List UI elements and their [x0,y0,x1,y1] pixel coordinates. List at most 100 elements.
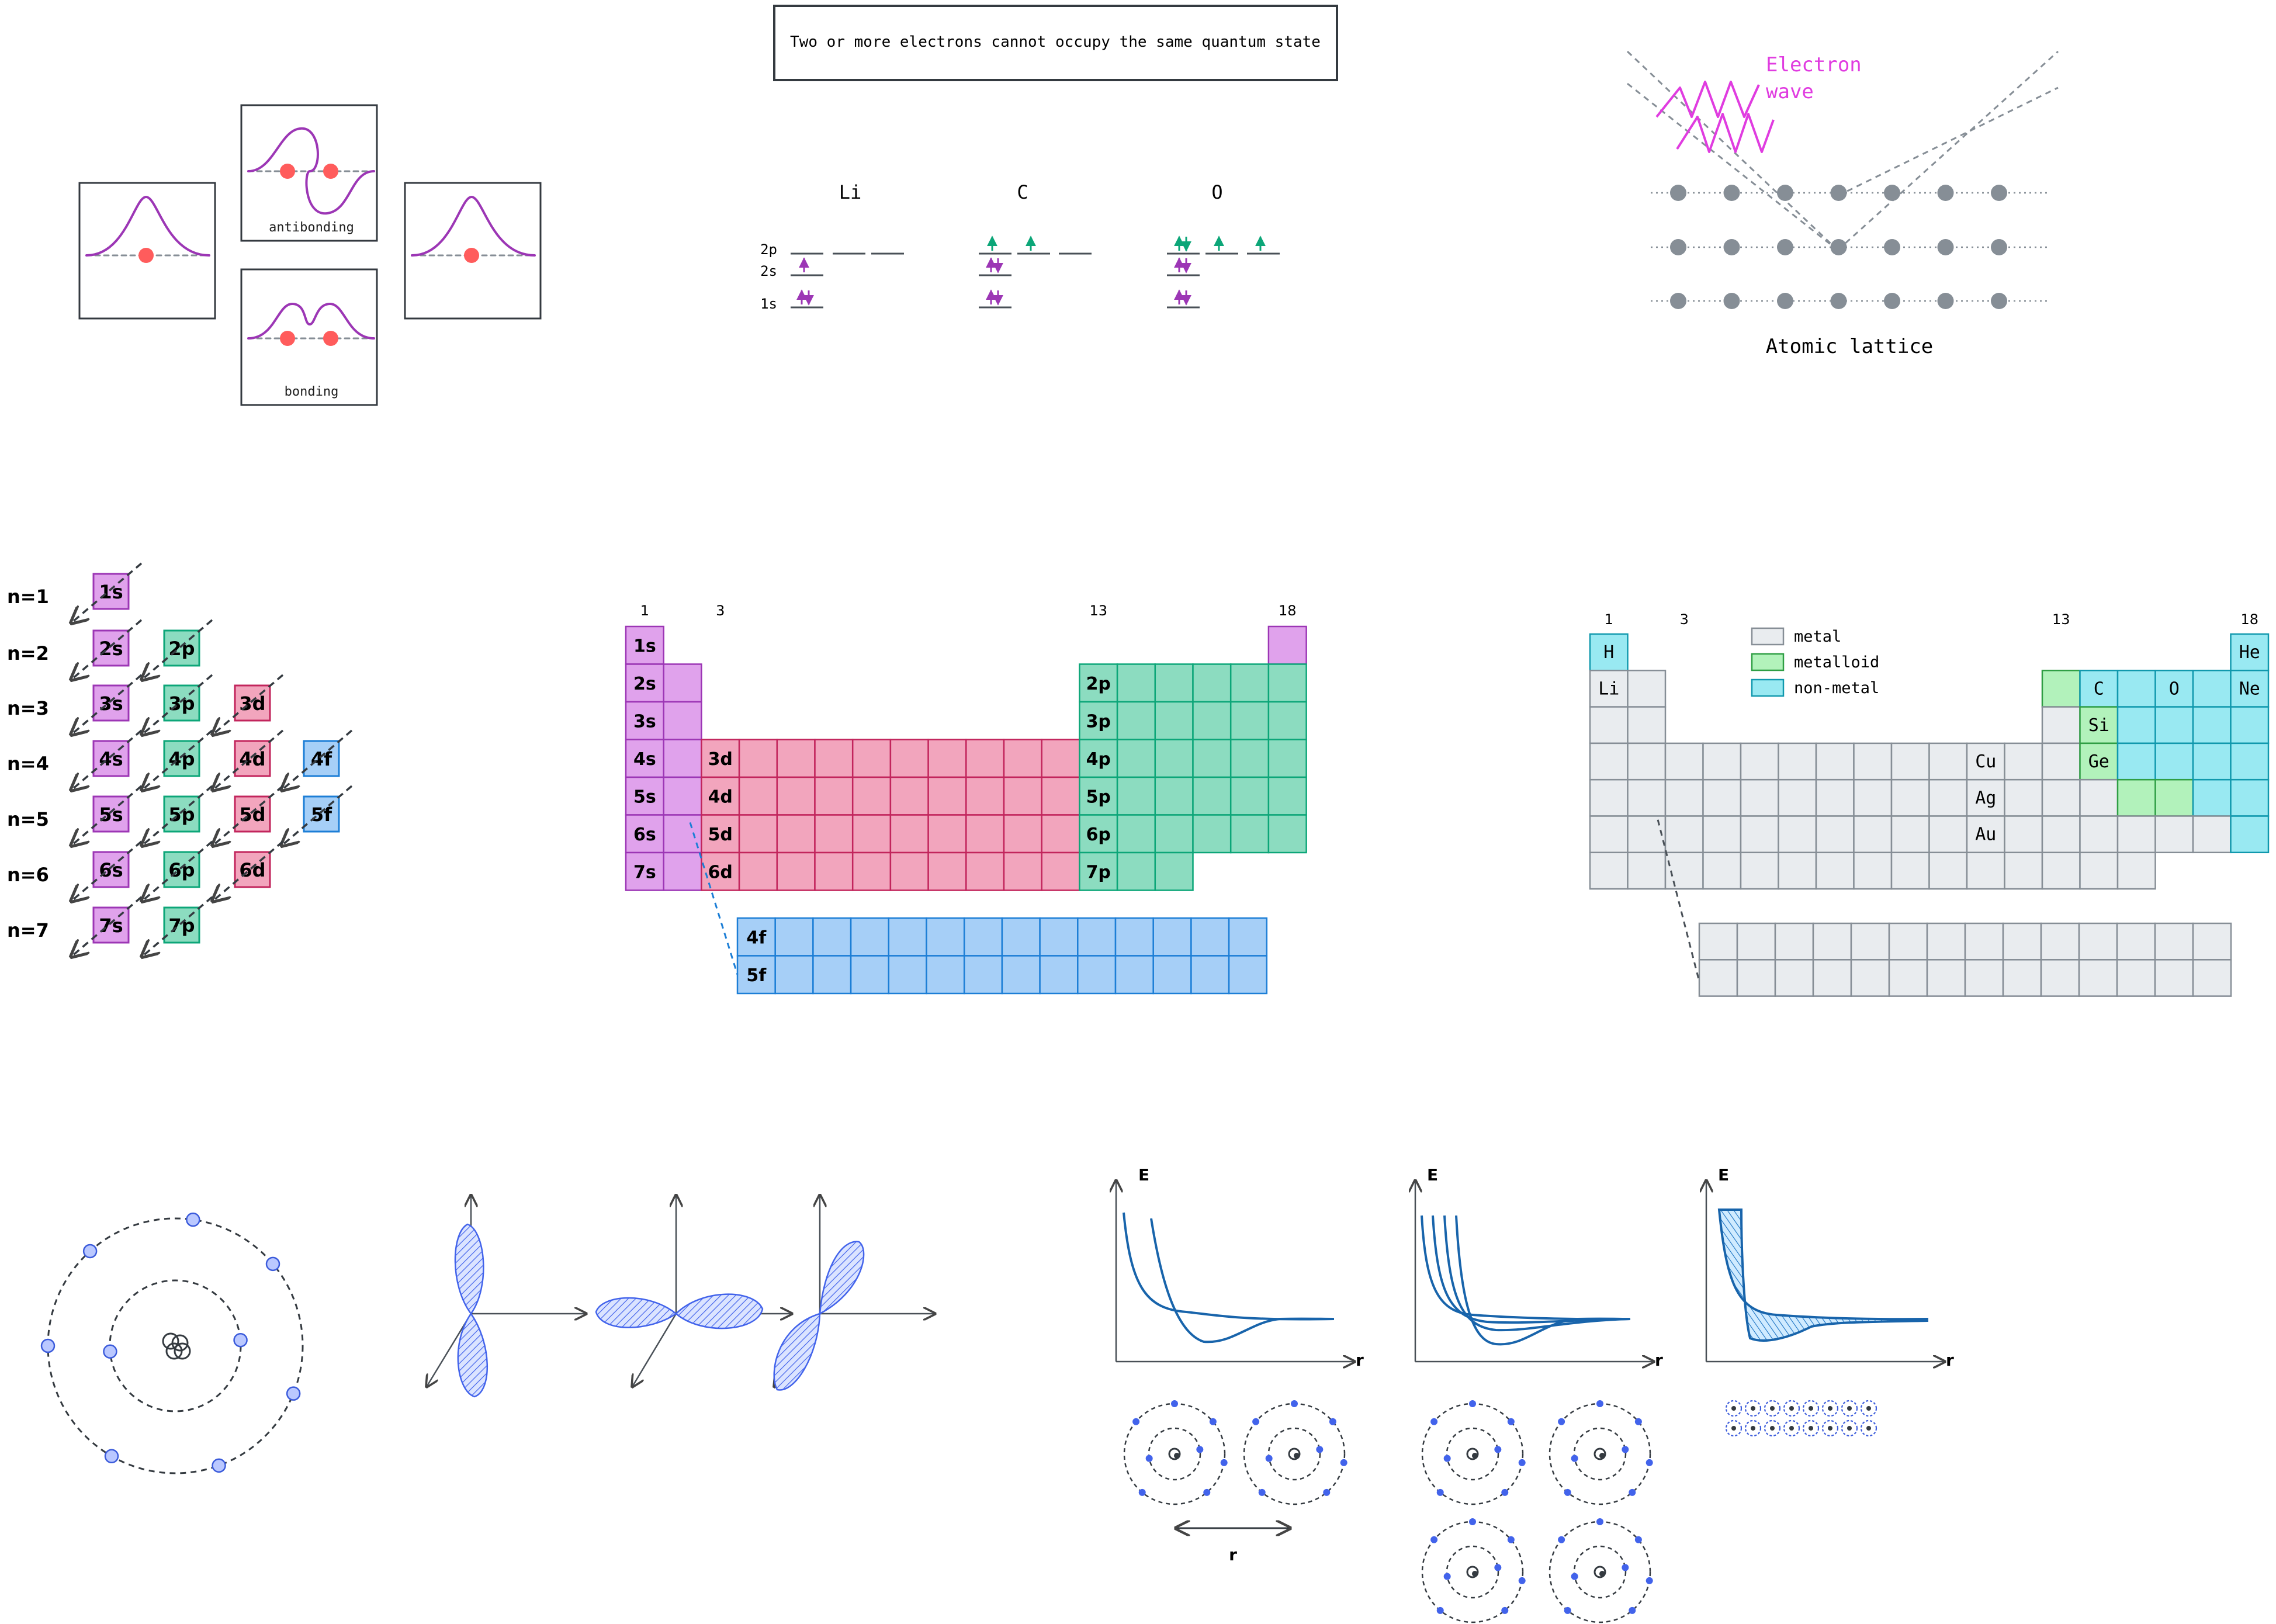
p-cell [1116,814,1156,854]
d-cell [889,851,929,891]
electron [1316,1446,1324,1453]
f-cell [926,955,965,995]
metal-cell [1627,851,1667,890]
f-cell [1039,955,1079,995]
orbital-label-7p: 7p [168,915,195,937]
solid-atom [1841,1400,1858,1417]
metal-cell [1928,742,1968,781]
lattice-label: Atomic lattice [1766,335,1934,358]
metal-cell [2041,742,2081,781]
d-cell [776,851,816,891]
metal-cell [1774,922,1814,961]
electron [186,1212,200,1227]
electron [1518,1459,1526,1466]
aufbau-diagram: n=1 n=2 n=3 n=4 n=5 n=6 n=7 1s 2s 2p 3s 3p 3d 4s 4p 4d 4… [7,562,353,957]
d-cell [965,851,1005,891]
block-label-3s: 3s [633,711,656,732]
orbital-label-7s: 7s [99,915,123,937]
lattice-atom [1777,293,1793,309]
potential-plot-2: E r [1415,1165,1663,1370]
f-cell [963,955,1003,995]
block-label-2s: 2s [633,674,656,694]
group-label-13: 13 [2052,611,2070,628]
metal-cell [2078,959,2118,997]
incident-ray [1627,82,1838,251]
metalloid-cell [2079,742,2119,781]
nonmetal-cell [2230,706,2270,745]
p-cell [1154,701,1194,740]
d-cell [814,739,854,778]
electron [1507,1536,1515,1543]
p-cell [1192,663,1232,703]
p-cell [1267,663,1307,703]
orbital-label-5p: 5p [168,804,195,826]
level-2p: 2p [760,241,777,258]
p-cell [1192,814,1232,854]
electron [212,1458,226,1473]
filling-arrow [71,785,143,846]
lattice-atom [1777,185,1793,201]
p-cell [1116,776,1156,816]
py-orbital [774,1195,935,1391]
d-cell [851,851,892,891]
s-cell [663,663,702,703]
metal-cell [1928,778,1968,817]
p-cell [1192,739,1232,778]
f-cell [1190,955,1230,995]
metal-cell [1627,742,1667,781]
f-cell [1190,917,1230,957]
orbital-label-6s: 6s [99,859,123,881]
electron [1258,1488,1266,1496]
metal-cell [2192,959,2232,997]
shell-label-7: n=7 [7,919,49,941]
f-cell [774,955,814,995]
metal-cell [1664,778,1704,817]
element-o: O [2169,678,2180,699]
d-cell [701,814,740,854]
lattice-atom [1777,239,1793,255]
legend-swatch-metalloid [1751,653,1785,671]
p-cell [1154,776,1194,816]
d-cell [965,776,1005,816]
p-cell [1229,814,1270,854]
d-cell [776,739,816,778]
metal-cell [1964,959,2004,997]
f-cell [926,917,965,957]
metal-cell [1815,742,1855,781]
atom-box-right [404,182,542,320]
electron-dot [280,331,295,346]
li-config [791,252,904,309]
metal-cell [1774,959,1814,997]
electron-wave-label: Electron wave [1766,53,1873,103]
orbital-label-2s: 2s [99,638,123,660]
f-cell [1152,955,1192,995]
nonmetal-cell [2230,778,2270,817]
metal-cell [1815,815,1855,854]
solid-atom [1802,1400,1820,1417]
electron [1501,1606,1509,1614]
metal-cell [1664,815,1704,854]
solid-atom [1783,1419,1800,1437]
axis-r: r [1946,1351,1954,1370]
distance-arrow: r [1176,1528,1290,1564]
potential-curve [1455,1215,1631,1346]
potential-curve [1432,1215,1631,1324]
metal-cell [1740,778,1779,817]
d-cell [701,739,740,778]
shell-label-6: n=6 [7,864,49,886]
metal-cell [2002,959,2042,997]
potential-plots: E r E r E r [1116,1165,1954,1370]
block-label-4p: 4p [1086,749,1111,770]
solid-atom [1860,1400,1877,1417]
electron [1558,1536,1565,1543]
p-cell [1079,851,1118,891]
electron-dot [464,248,479,263]
electron [1629,1606,1636,1614]
atom-box-left [78,182,216,320]
potential-curve [1123,1212,1335,1321]
f-cell [1077,917,1117,957]
periodic-table-blocks: 1 3 13 181s2s3s4s5s6s7s3d4d5d6d2p3p4p5p6p7p… [625,602,1307,995]
mini-atom [1421,1400,1526,1505]
electron [1329,1418,1336,1425]
electron [1596,1400,1603,1407]
